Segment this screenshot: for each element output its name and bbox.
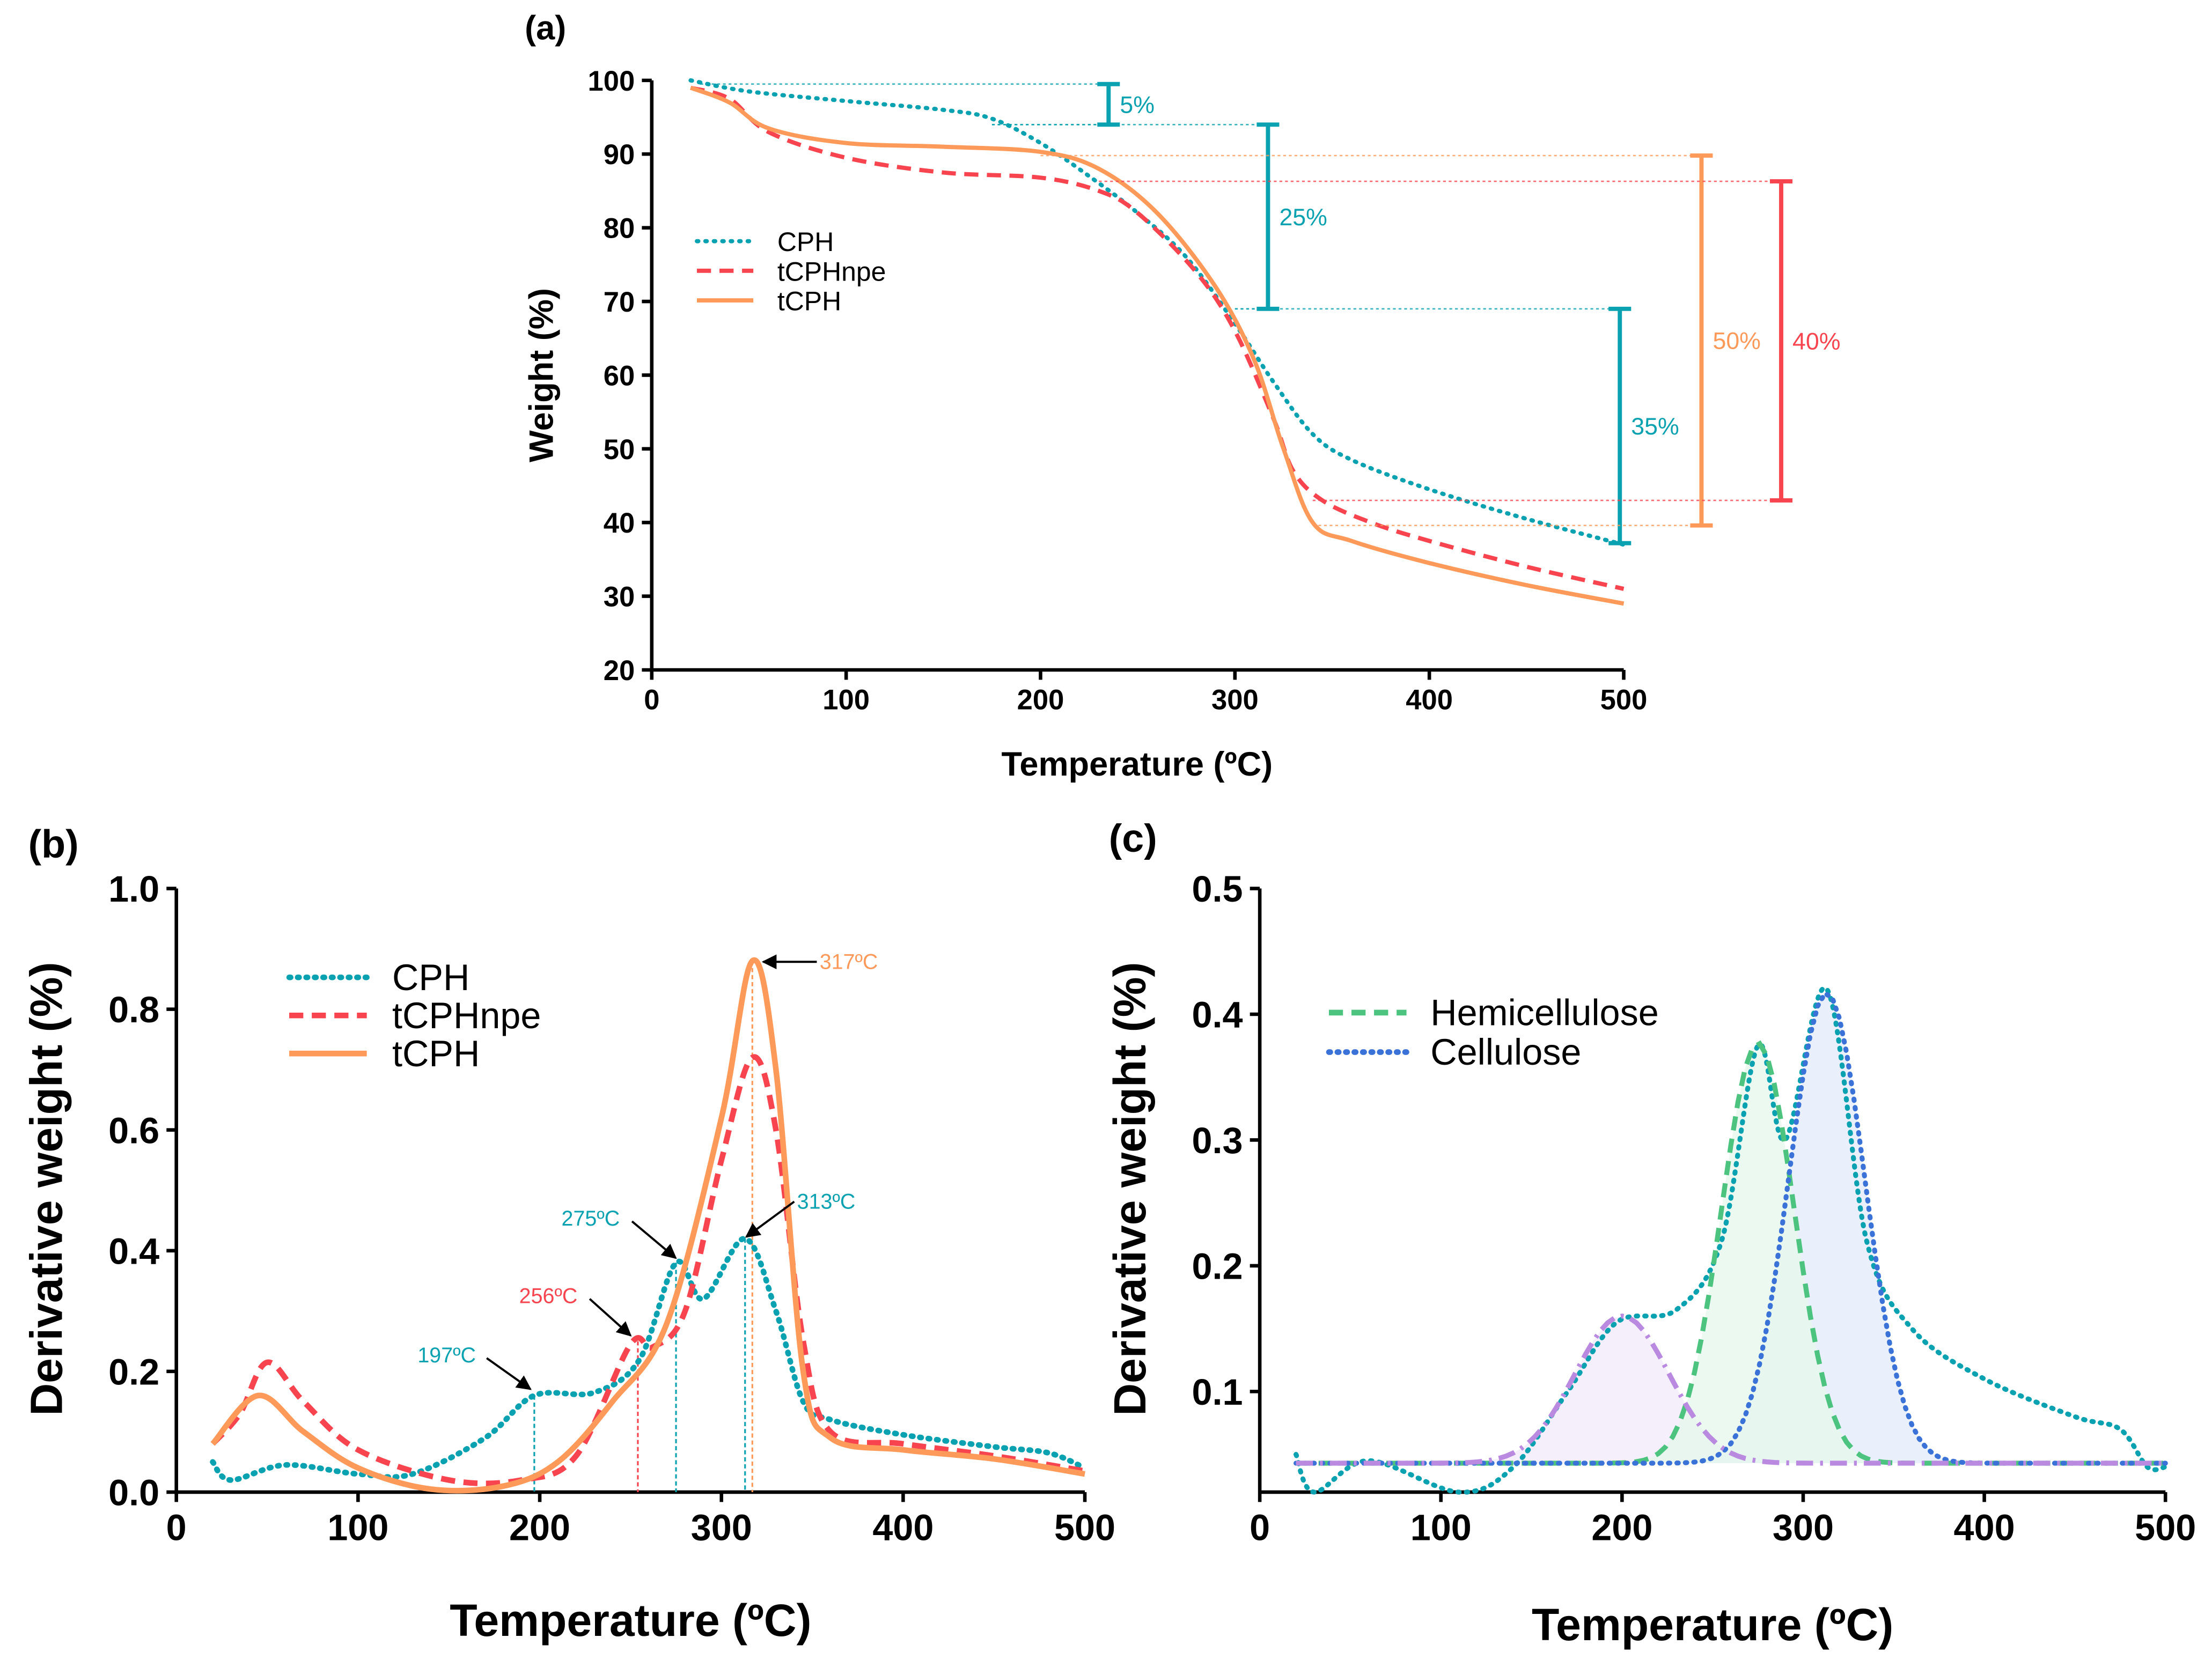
annotation-label: 25% xyxy=(1279,204,1327,231)
y-tick-label: 0.1 xyxy=(1192,1372,1243,1413)
y-tick-label: 0.8 xyxy=(108,990,159,1030)
x-axis-title: Temperature (ºC) xyxy=(450,1595,811,1646)
y-tick-label: 40 xyxy=(604,507,635,539)
y-axis-title: Weight (%) xyxy=(523,288,561,462)
series-cph xyxy=(688,78,1626,547)
y-tick-label: 0.5 xyxy=(1192,869,1243,910)
panel-b-label: (b) xyxy=(28,822,79,866)
legend-label-tcph: tCPH xyxy=(777,286,841,316)
y-tick-label: 50 xyxy=(604,434,635,466)
panel-c: 0 100 200 300 400 500 0.1 0.2 0.3 0.4 0.5 Temperatu… xyxy=(1105,869,2196,1650)
peak-label: 313ºC xyxy=(797,1190,856,1213)
y-tick-label: 30 xyxy=(604,581,635,613)
x-tick-label: 300 xyxy=(1211,684,1259,716)
panel-a: 0 100 200 300 400 500 20 30 40 50 60 70 80 90 100 Tempe… xyxy=(523,65,1841,783)
y-tick-label: 0.4 xyxy=(1192,995,1243,1036)
x-tick-label: 400 xyxy=(1406,684,1453,716)
x-tick-label: 100 xyxy=(1410,1507,1472,1548)
x-tick-label: 500 xyxy=(1600,684,1648,716)
legend-label-cph: CPH xyxy=(392,957,469,998)
x-tick-label: 0 xyxy=(644,684,659,716)
series-tcphnpe xyxy=(690,85,1625,591)
peak-fill-hemicellulose xyxy=(1296,1043,2166,1464)
x-tick-label: 300 xyxy=(691,1507,752,1548)
y-tick-label: 80 xyxy=(604,213,635,245)
y-tick-label: 90 xyxy=(604,139,635,171)
y-axis-title: Derivative weight (%) xyxy=(21,962,72,1416)
y-tick-label: 0.3 xyxy=(1192,1120,1243,1161)
y-tick-label: 0.0 xyxy=(108,1473,159,1514)
y-tick-label: 20 xyxy=(604,655,635,687)
y-tick-label: 60 xyxy=(604,360,635,392)
annotation-label: 50% xyxy=(1713,328,1760,355)
peak-label: 197ºC xyxy=(417,1344,476,1367)
series-tcph xyxy=(689,85,1625,606)
x-tick-label: 200 xyxy=(1017,684,1064,716)
panel-a-label: (a) xyxy=(525,10,566,47)
x-tick-label: 300 xyxy=(1773,1507,1834,1548)
legend-label-cph: CPH xyxy=(777,227,834,257)
y-tick-label: 0.6 xyxy=(108,1110,159,1151)
panel-b: 0 100 200 300 400 500 0.0 0.2 0.4 0.6 0.8 1.0 Temper… xyxy=(21,869,1115,1646)
peak-curve-lignin xyxy=(1296,1313,2166,1466)
peak-label: 275ºC xyxy=(562,1207,620,1230)
y-tick-label: 70 xyxy=(604,286,635,318)
y-tick-label: 0.4 xyxy=(108,1231,159,1272)
x-tick-label: 0 xyxy=(1250,1507,1270,1548)
y-tick-label: 0.2 xyxy=(1192,1246,1243,1287)
x-axis-title: Temperature (ºC) xyxy=(1532,1599,1893,1650)
annotation-label: 40% xyxy=(1792,328,1840,355)
x-tick-label: 400 xyxy=(1954,1507,2015,1548)
x-tick-label: 400 xyxy=(872,1507,934,1548)
legend-label-tcphnpe: tCPHnpe xyxy=(392,995,541,1036)
arrow-icon xyxy=(631,1220,677,1259)
x-tick-label: 500 xyxy=(2135,1507,2196,1548)
x-tick-label: 500 xyxy=(1054,1507,1115,1548)
series-tcphnpe xyxy=(210,1054,1085,1487)
series-tcph xyxy=(210,957,1085,1494)
panel-c-label: (c) xyxy=(1109,816,1157,860)
x-tick-label: 100 xyxy=(327,1507,388,1548)
arrow-icon xyxy=(486,1357,532,1390)
x-tick-label: 100 xyxy=(822,684,870,716)
arrow-icon xyxy=(589,1298,632,1337)
legend-label-tcph: tCPH xyxy=(392,1034,480,1074)
legend-label-hemicellulose: Hemicellulose xyxy=(1430,993,1659,1034)
x-tick-label: 200 xyxy=(1591,1507,1652,1548)
y-axis-title: Derivative weight (%) xyxy=(1105,962,1155,1416)
peak-label: 317ºC xyxy=(820,950,878,973)
legend-label-cellulose: Cellulose xyxy=(1430,1032,1581,1073)
arrow-icon xyxy=(745,1200,795,1238)
annotation-label: 5% xyxy=(1120,92,1155,118)
x-axis-title: Temperature (ºC) xyxy=(1002,746,1273,783)
y-tick-label: 100 xyxy=(588,65,635,97)
y-tick-label: 1.0 xyxy=(108,869,159,910)
legend-label-tcphnpe: tCPHnpe xyxy=(777,256,886,286)
x-tick-label: 0 xyxy=(166,1507,187,1548)
x-tick-label: 200 xyxy=(509,1507,570,1548)
y-tick-label: 0.2 xyxy=(108,1352,159,1392)
annotation-label: 35% xyxy=(1631,414,1679,440)
peak-label: 256ºC xyxy=(519,1285,578,1308)
